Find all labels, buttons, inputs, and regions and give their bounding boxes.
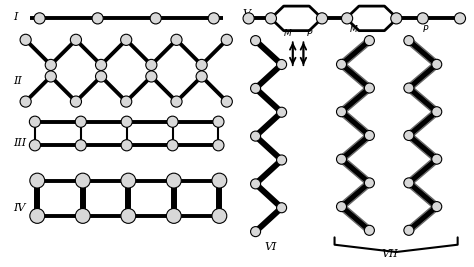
Ellipse shape xyxy=(121,209,136,223)
Ellipse shape xyxy=(121,34,132,45)
Ellipse shape xyxy=(337,59,346,69)
Ellipse shape xyxy=(30,173,45,188)
Ellipse shape xyxy=(251,83,261,93)
Ellipse shape xyxy=(276,203,287,213)
Ellipse shape xyxy=(251,131,261,141)
Text: M: M xyxy=(283,29,291,38)
Ellipse shape xyxy=(221,34,232,45)
Ellipse shape xyxy=(171,96,182,107)
Ellipse shape xyxy=(70,96,82,107)
Ellipse shape xyxy=(95,59,107,70)
Ellipse shape xyxy=(121,96,132,107)
Ellipse shape xyxy=(196,59,207,70)
Ellipse shape xyxy=(251,36,261,46)
Ellipse shape xyxy=(166,173,181,188)
Text: VI: VI xyxy=(264,242,276,252)
Text: M: M xyxy=(349,25,357,34)
Text: P: P xyxy=(422,25,428,34)
Ellipse shape xyxy=(121,140,132,151)
Ellipse shape xyxy=(365,83,374,93)
Ellipse shape xyxy=(29,140,40,151)
Ellipse shape xyxy=(243,13,254,24)
Ellipse shape xyxy=(45,71,56,82)
Ellipse shape xyxy=(212,173,227,188)
Polygon shape xyxy=(346,6,397,31)
Ellipse shape xyxy=(167,140,178,151)
Ellipse shape xyxy=(150,13,161,24)
Ellipse shape xyxy=(20,96,31,107)
Ellipse shape xyxy=(212,209,227,223)
Ellipse shape xyxy=(30,209,45,223)
Text: V: V xyxy=(243,9,251,19)
Ellipse shape xyxy=(276,155,287,165)
Ellipse shape xyxy=(75,209,90,223)
Ellipse shape xyxy=(75,140,86,151)
Ellipse shape xyxy=(365,178,374,188)
Text: IV: IV xyxy=(13,203,26,213)
Ellipse shape xyxy=(171,34,182,45)
Ellipse shape xyxy=(365,36,374,46)
Ellipse shape xyxy=(265,13,276,24)
Ellipse shape xyxy=(276,107,287,117)
Ellipse shape xyxy=(432,154,442,164)
Ellipse shape xyxy=(20,34,31,45)
Ellipse shape xyxy=(213,140,224,151)
Ellipse shape xyxy=(455,13,465,24)
Ellipse shape xyxy=(121,173,136,188)
Ellipse shape xyxy=(45,59,56,70)
Ellipse shape xyxy=(213,116,224,127)
Ellipse shape xyxy=(417,13,428,24)
Ellipse shape xyxy=(208,13,219,24)
Ellipse shape xyxy=(251,179,261,189)
Ellipse shape xyxy=(337,202,346,212)
Ellipse shape xyxy=(276,60,287,69)
Ellipse shape xyxy=(404,225,414,235)
Ellipse shape xyxy=(432,107,442,117)
Ellipse shape xyxy=(365,131,374,140)
Ellipse shape xyxy=(221,96,232,107)
Ellipse shape xyxy=(432,202,442,212)
Ellipse shape xyxy=(404,83,414,93)
Ellipse shape xyxy=(341,13,353,24)
Ellipse shape xyxy=(404,36,414,46)
Ellipse shape xyxy=(404,131,414,140)
Ellipse shape xyxy=(95,71,107,82)
Ellipse shape xyxy=(167,116,178,127)
Ellipse shape xyxy=(166,209,181,223)
Ellipse shape xyxy=(432,59,442,69)
Text: III: III xyxy=(13,138,26,148)
Text: I: I xyxy=(13,12,18,22)
Ellipse shape xyxy=(404,178,414,188)
Ellipse shape xyxy=(251,227,261,237)
Ellipse shape xyxy=(146,59,157,70)
Text: II: II xyxy=(13,76,22,86)
Ellipse shape xyxy=(75,173,90,188)
Ellipse shape xyxy=(391,13,402,24)
Ellipse shape xyxy=(70,34,82,45)
Text: P: P xyxy=(306,29,312,38)
Ellipse shape xyxy=(317,13,328,24)
Ellipse shape xyxy=(92,13,103,24)
Ellipse shape xyxy=(337,107,346,117)
Ellipse shape xyxy=(196,71,207,82)
Ellipse shape xyxy=(29,116,40,127)
Ellipse shape xyxy=(337,154,346,164)
Ellipse shape xyxy=(146,71,157,82)
Polygon shape xyxy=(271,6,322,31)
Ellipse shape xyxy=(75,116,86,127)
Ellipse shape xyxy=(365,225,374,235)
Text: VII: VII xyxy=(381,249,398,259)
Ellipse shape xyxy=(121,116,132,127)
Ellipse shape xyxy=(34,13,45,24)
